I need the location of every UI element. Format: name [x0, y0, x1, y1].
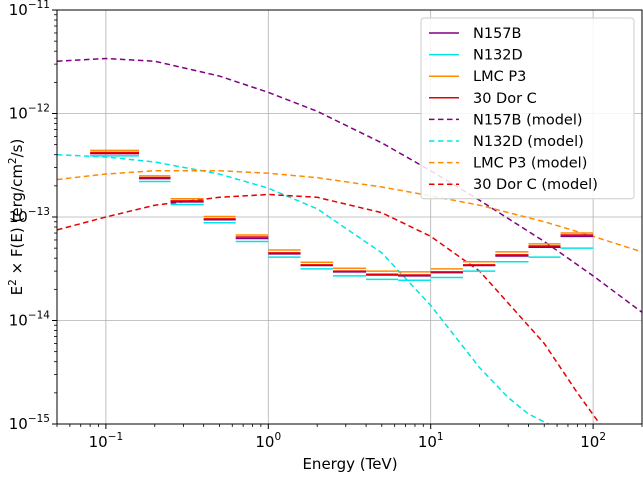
- legend: N157B N132D LMC P3 30 Dor C N157B (model) N13…: [420, 17, 635, 200]
- ticks: 10−1 100 101 102 10−15 10−14 10−13 10−12 10−11: [9, 0, 643, 451]
- legend-label-7: 30 Dor C (model): [473, 177, 598, 193]
- legend-label-0: N157B: [473, 26, 521, 42]
- y-axis-label-prefix-sup: 2: [7, 279, 19, 286]
- y-tick-label-3: 10−12: [9, 103, 50, 123]
- y-tick-label-4: 10−11: [9, 0, 50, 19]
- x-tick-label-0: 10−1: [89, 431, 124, 451]
- y-tick-label-1: 10−14: [9, 310, 51, 330]
- y-tick-label-2: 10−13: [9, 206, 50, 226]
- y-axis-label-suffix: /s): [8, 139, 26, 158]
- legend-label-3: 30 Dor C: [473, 91, 537, 107]
- y-axis-label-middle-sup: 2: [7, 157, 19, 164]
- series-line-5: [57, 153, 549, 424]
- x-tick-label-1: 100: [255, 431, 281, 451]
- legend-label-1: N132D: [473, 48, 523, 64]
- series-line-6: [57, 169, 642, 253]
- y-axis-label-prefix: E: [8, 286, 26, 295]
- legend-box: [420, 17, 635, 200]
- y-axis-label-middle: × F(E) (erg/cm: [8, 164, 26, 279]
- legend-label-4: N157B (model): [473, 112, 583, 128]
- plot-area: [57, 57, 642, 424]
- legend-label-6: LMC P3 (model): [473, 156, 587, 172]
- x-tick-label-2: 101: [418, 431, 444, 451]
- series-line-7: [57, 193, 601, 424]
- y-axis-label: E2 × F(E) (erg/cm2/s): [7, 139, 26, 296]
- legend-label-5: N132D (model): [473, 134, 584, 150]
- legend-label-2: LMC P3: [473, 69, 526, 85]
- x-tick-label-3: 102: [580, 431, 606, 451]
- x-axis-label: Energy (TeV): [302, 455, 397, 473]
- y-tick-label-0: 10−15: [9, 413, 50, 433]
